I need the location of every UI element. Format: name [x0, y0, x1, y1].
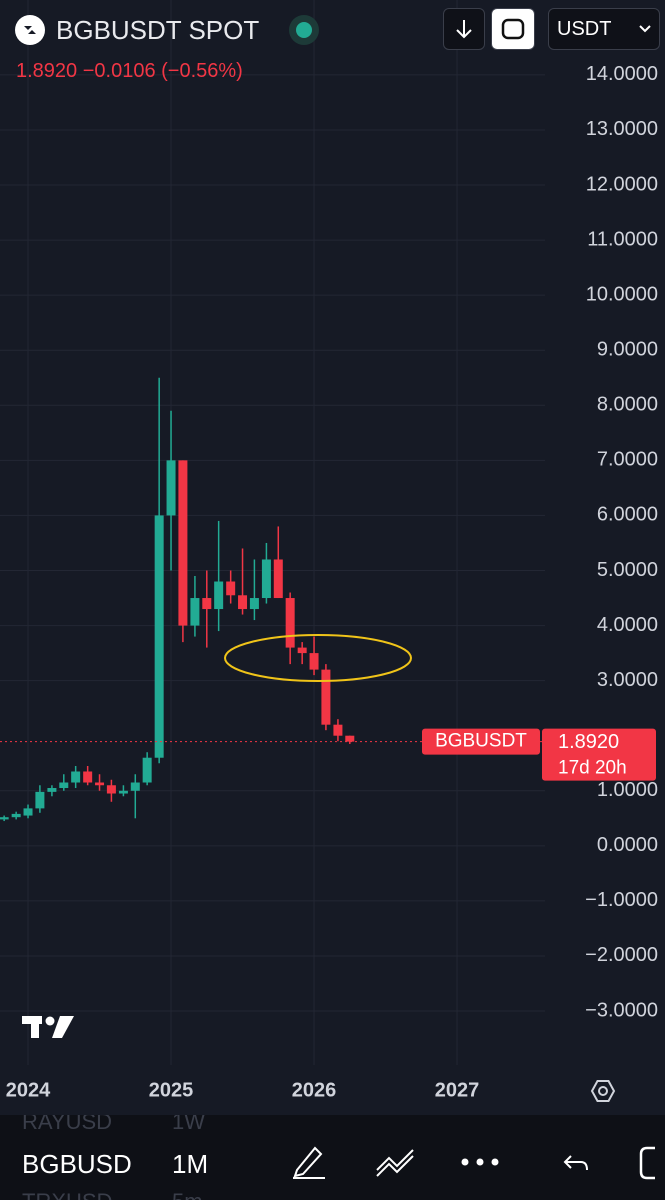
- y-tick-label: 12.0000: [586, 173, 658, 195]
- candle-body: [249, 598, 259, 610]
- candle-body: [333, 724, 343, 736]
- interval-current[interactable]: 1M: [172, 1149, 209, 1179]
- candle-body: [83, 771, 93, 783]
- candle-body: [297, 647, 307, 654]
- download-button[interactable]: [443, 8, 485, 50]
- currency-label: USDT: [557, 18, 612, 40]
- download-icon: [456, 20, 472, 39]
- candles: [0, 377, 545, 822]
- y-tick-label: 4.0000: [597, 614, 658, 636]
- candle-body: [238, 595, 248, 610]
- candle-body: [71, 771, 81, 783]
- axes: 14.0000 13.0000 12.0000 11.0000 10.0000 9.000…: [6, 63, 658, 1101]
- y-tick-label: 1.0000: [597, 779, 658, 801]
- y-tick-label: 10.0000: [586, 283, 658, 305]
- currency-select[interactable]: USDT: [548, 8, 660, 50]
- chevron: [639, 25, 651, 33]
- candle-body: [309, 653, 319, 670]
- price-countdown: 17d 20h: [558, 758, 627, 779]
- status-dot: [289, 15, 319, 45]
- y-tick-label: 0.0000: [597, 834, 658, 856]
- y-tick-label: −3.0000: [585, 999, 658, 1021]
- candle-body: [11, 813, 21, 818]
- y-tick-label: −1.0000: [585, 889, 658, 911]
- logo: [15, 15, 45, 45]
- undo-tool[interactable]: [563, 1155, 588, 1171]
- price-name: BGBUSDT: [435, 731, 527, 752]
- candle-body: [202, 598, 212, 610]
- candle-body: [59, 782, 69, 789]
- trend-tool[interactable]: [376, 1149, 414, 1177]
- price-box: [542, 728, 656, 781]
- candle-body: [130, 782, 140, 791]
- candle-body: [321, 669, 331, 725]
- candle-body: [35, 791, 45, 809]
- candle-body: [23, 808, 33, 816]
- settings-icon[interactable]: [590, 1080, 616, 1102]
- annotation-ellipse: [224, 634, 412, 682]
- x-tick-label: 2027: [435, 1079, 480, 1101]
- candle-body: [166, 460, 176, 516]
- interval-prev[interactable]: 1W: [172, 1115, 205, 1134]
- candle-body: [95, 782, 105, 786]
- price-name-box: [422, 728, 540, 755]
- chart-background: [0, 0, 665, 1115]
- x-tick-label: 2026: [292, 1079, 337, 1101]
- y-tick-label: 3.0000: [597, 669, 658, 691]
- tool-icons: [293, 1146, 655, 1180]
- x-tick-label: 2024: [6, 1079, 51, 1101]
- grid: [0, 0, 545, 1065]
- brush-tool[interactable]: [293, 1146, 325, 1179]
- candle-body: [0, 817, 9, 820]
- x-tick-label: 2025: [149, 1079, 194, 1101]
- candle-body: [190, 598, 200, 626]
- symbol-current[interactable]: BGBUSD: [22, 1149, 132, 1179]
- candle-body: [142, 757, 152, 783]
- y-tick-label: 14.0000: [586, 63, 658, 85]
- candle-body: [47, 788, 57, 792]
- y-tick-label: 6.0000: [597, 504, 658, 526]
- candle-body: [345, 735, 355, 742]
- candle-body: [106, 785, 116, 794]
- candle-body: [226, 581, 236, 596]
- more-tool[interactable]: [461, 1158, 499, 1166]
- candle-body: [154, 515, 164, 758]
- tradingview-logo: [22, 1016, 74, 1038]
- candle-body: [285, 598, 295, 648]
- candle-body: [273, 559, 283, 599]
- candle-body: [118, 790, 128, 794]
- quote: 1.8920 −0.0106 (−0.56%): [16, 60, 243, 82]
- y-tick-label: 11.0000: [587, 228, 658, 250]
- candle-body: [214, 581, 224, 610]
- price-label: 1.8920: [558, 731, 619, 753]
- symbol-prev[interactable]: RAYUSD: [22, 1115, 113, 1134]
- symbol-title: BGBUSDT SPOT: [56, 15, 260, 45]
- chart: 14.0000 13.0000 12.0000 11.0000 10.0000 9.000…: [0, 0, 665, 1115]
- layout-icon: [501, 18, 525, 40]
- y-tick-label: 7.0000: [597, 449, 658, 471]
- candle-body: [261, 559, 271, 599]
- y-tick-label: 13.0000: [586, 118, 658, 140]
- y-tick-label: −2.0000: [585, 944, 658, 966]
- y-tick-label: 9.0000: [597, 339, 658, 361]
- fullscreen-tool[interactable]: [639, 1146, 655, 1180]
- candle-body: [178, 460, 188, 626]
- toolbar: RAYUSD BGBUSD TRXUSD 1W 1M 5m: [0, 1115, 665, 1200]
- y-tick-label: 8.0000: [597, 394, 658, 416]
- layout-button[interactable]: [491, 8, 535, 50]
- y-tick-label: 5.0000: [597, 559, 658, 581]
- interval-next[interactable]: 5m: [172, 1189, 203, 1200]
- symbol-next[interactable]: TRXUSD: [22, 1189, 142, 1200]
